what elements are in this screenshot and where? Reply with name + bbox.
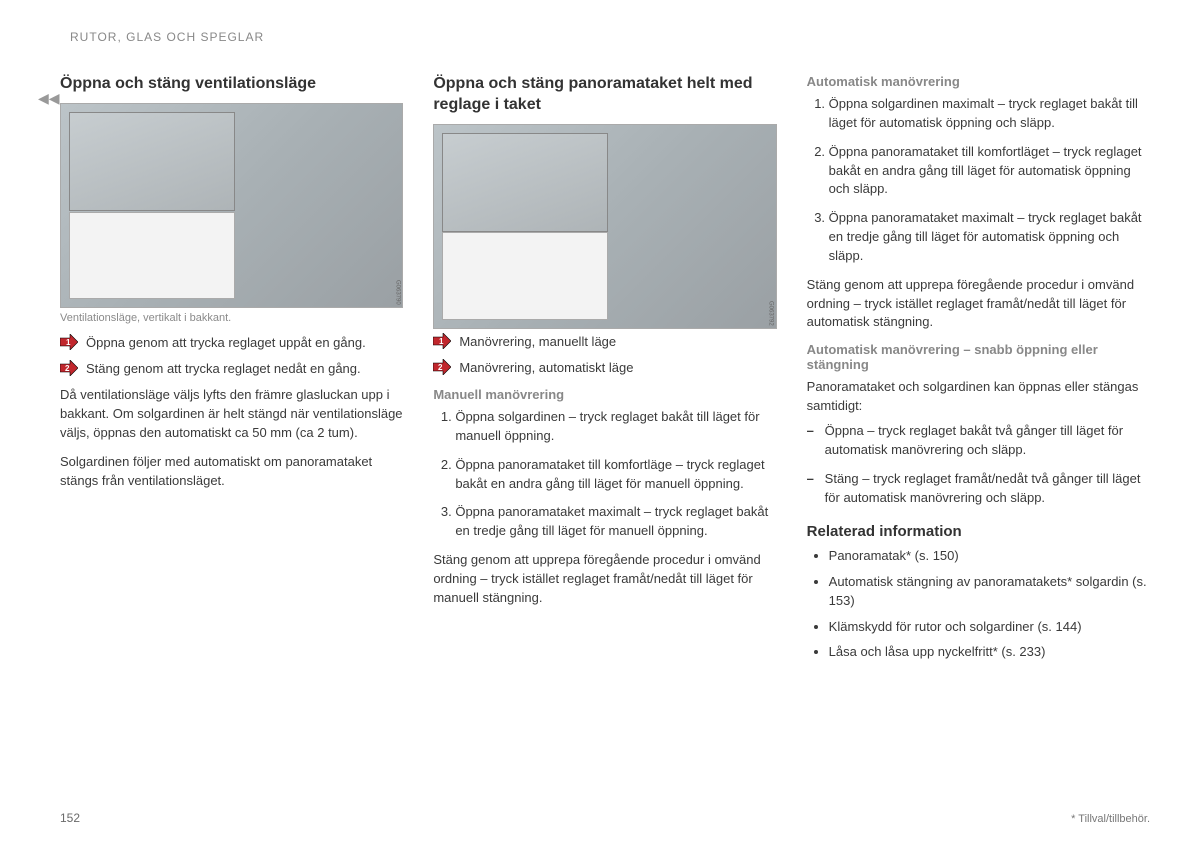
column-1: Öppna och stäng ventilationsläge G063790… [60,74,403,668]
list-item: Öppna solgardinen – tryck reglaget bakåt… [455,408,776,446]
svg-text:1: 1 [439,337,444,346]
legend-text: Manövrering, manuellt läge [459,333,616,351]
figure-id: G063792 [768,301,774,326]
auto-steps-list: Öppna solgardinen maximalt – tryck regla… [807,95,1150,266]
column-2: Öppna och stäng panoramataket helt med r… [433,74,776,668]
list-item: Öppna panoramataket till komfortläget – … [829,143,1150,200]
page-number: 152 [60,811,80,825]
col2-title: Öppna och stäng panoramataket helt med r… [433,74,776,116]
figure-panorama: G063792 [433,124,776,329]
subhead-quick: Automatisk manövrering – snabb öppning e… [807,342,1150,372]
list-item: Öppna panoramataket till komfortläge – t… [455,456,776,494]
quick-list: Öppna – tryck reglaget bakåt två gånger … [807,422,1150,507]
arrow-1-icon: 1 [433,333,451,349]
arrow-2-icon: 2 [60,360,78,376]
column-3: Automatisk manövrering Öppna solgardinen… [807,74,1150,668]
related-link[interactable]: Automatisk stängning av panoramatakets* … [829,572,1150,611]
legend-text: Öppna genom att trycka reglaget uppåt en… [86,334,366,352]
content-columns: Öppna och stäng ventilationsläge G063790… [60,74,1150,668]
paragraph: Stäng genom att upprepa föregående proce… [433,551,776,608]
list-item: Öppna panoramataket maximalt – tryck reg… [455,503,776,541]
figure-id: G063790 [394,280,400,305]
list-item: Öppna – tryck reglaget bakåt två gånger … [825,422,1150,460]
paragraph: Då ventilationsläge väljs lyfts den främ… [60,386,403,443]
legend-text: Stäng genom att trycka reglaget nedåt en… [86,360,361,378]
legend-item-1: 1 Manövrering, manuellt läge [433,333,776,351]
svg-text:1: 1 [66,338,71,347]
list-item: Stäng – tryck reglaget framåt/nedåt två … [825,470,1150,508]
legend-item-2: 2 Manövrering, automatiskt läge [433,359,776,377]
paragraph: Solgardinen följer med automatiskt om pa… [60,453,403,491]
manual-steps-list: Öppna solgardinen – tryck reglaget bakåt… [433,408,776,541]
paragraph: Panoramataket och solgardinen kan öppnas… [807,378,1150,416]
subhead-auto: Automatisk manövrering [807,74,1150,89]
related-link[interactable]: Klämskydd för rutor och solgardiner (s. … [829,617,1150,637]
figure-ventilation: G063790 [60,103,403,308]
related-link[interactable]: Låsa och låsa upp nyckelfritt* (s. 233) [829,642,1150,662]
arrow-1-icon: 1 [60,334,78,350]
legend-item-1: 1 Öppna genom att trycka reglaget uppåt … [60,334,403,352]
related-list: Panoramatak* (s. 150) Automatisk stängni… [807,546,1150,662]
list-item: Öppna solgardinen maximalt – tryck regla… [829,95,1150,133]
legend-item-2: 2 Stäng genom att trycka reglaget nedåt … [60,360,403,378]
footnote: * Tillval/tillbehör. [1071,813,1150,825]
related-title: Relaterad information [807,523,1150,540]
paragraph: Stäng genom att upprepa föregående proce… [807,276,1150,333]
figure-caption: Ventilationsläge, vertikalt i bakkant. [60,312,403,324]
continuation-marker: ◀◀ [38,90,60,107]
svg-text:2: 2 [438,363,443,372]
subhead-manual: Manuell manövrering [433,387,776,402]
svg-text:2: 2 [65,364,70,373]
list-item: Öppna panoramataket maximalt – tryck reg… [829,209,1150,266]
section-header: RUTOR, GLAS OCH SPEGLAR [70,30,1150,44]
related-link[interactable]: Panoramatak* (s. 150) [829,546,1150,566]
arrow-2-icon: 2 [433,359,451,375]
legend-text: Manövrering, automatiskt läge [459,359,633,377]
col1-title: Öppna och stäng ventilationsläge [60,74,403,95]
